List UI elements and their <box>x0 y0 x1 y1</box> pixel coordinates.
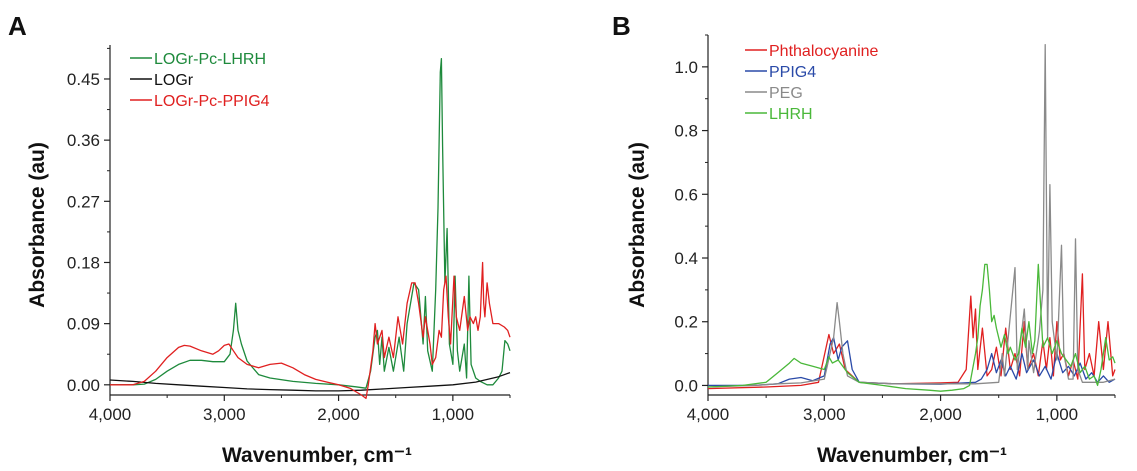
panel-a-x-axis-title: Wavenumber, cm⁻¹ <box>222 444 412 467</box>
panel-a-y-tick-label: 0.27 <box>67 192 100 211</box>
panel-a-y-tick-label: 0.09 <box>67 315 100 334</box>
panel-b-y-tick-label: 0.4 <box>674 249 698 268</box>
panel-a-legend-label: LOGr-Pc-LHRH <box>154 51 266 68</box>
panel-b-legend-label: PPIG4 <box>769 64 816 81</box>
panel-a-y-tick-label: 0.45 <box>67 70 100 89</box>
panel-b-legend-label: LHRH <box>769 106 813 123</box>
panel-a-x-tick-label: 3,000 <box>203 405 246 424</box>
panel-b-y-tick-label: 0.6 <box>674 185 698 204</box>
panel-a-x-tick-label: 4,000 <box>89 405 132 424</box>
panel-a-legend-label: LOGr-Pc-PPIG4 <box>154 93 270 110</box>
panel-b-legend: Phthalocyanine PPIG4 PEG LHRH <box>745 43 879 123</box>
panel-a-series-logr-pc-ppig4 <box>110 261 511 400</box>
panel-a-y-axis-title: Absorbance (au) <box>26 142 49 308</box>
panel-b-y-tick-label: 1.0 <box>674 58 698 77</box>
panel-b-axes: 0.0 0.2 0.4 0.6 0.8 1.0 4,000 3,000 2,000 1,000 <box>674 34 1116 424</box>
panel-a-series-logr <box>109 371 511 392</box>
panel-a-x-tick-label: 1,000 <box>432 405 475 424</box>
panel-a-y-tick-label: 0.00 <box>67 376 100 395</box>
panel-b-x-tick-label: 2,000 <box>919 405 962 424</box>
panel-a-plot-area <box>109 57 511 400</box>
panel-a-x-tick-label: 2,000 <box>317 405 360 424</box>
panel-b-plot-area <box>707 43 1116 392</box>
panel-b-y-axis-title: Absorbance (au) <box>626 142 649 308</box>
panel-a-legend-label: LOGr <box>154 72 194 89</box>
panel-b-y-tick-label: 0.0 <box>674 376 698 395</box>
panel-a-letter: A <box>8 11 27 41</box>
panel-a-y-tick-label: 0.18 <box>67 253 100 272</box>
panel-a-axes: 0.00 0.09 0.18 0.27 0.36 0.45 4,000 3,000 2,000 1… <box>67 45 511 424</box>
panel-b-chart: B Absorbance (au) Wavenumber, cm⁻¹ 0.00.… <box>612 11 1116 467</box>
panel-b-legend-label: PEG <box>769 85 803 102</box>
panel-b-series-peg <box>707 43 1116 388</box>
panel-b-x-tick-label: 3,000 <box>803 405 846 424</box>
panel-b-y-tick-label: 0.8 <box>674 122 698 141</box>
panel-a-series-logr-pc-lhrh <box>110 57 511 389</box>
panel-a-legend: LOGr-Pc-LHRH LOGr LOGr-Pc-PPIG4 <box>130 51 270 110</box>
panel-b-series-ppig4 <box>708 337 1116 387</box>
panel-b-x-tick-label: 4,000 <box>687 405 730 424</box>
panel-b-series-lhrh <box>707 263 1116 392</box>
panel-b-y-tick-label: 0.2 <box>674 313 698 332</box>
panel-b-legend-label: Phthalocyanine <box>769 43 879 60</box>
panel-b-x-tick-label: 1,000 <box>1036 405 1079 424</box>
panel-b-x-axis-title: Wavenumber, cm⁻¹ <box>817 444 1007 467</box>
panel-a-y-tick-label: 0.36 <box>67 131 100 150</box>
panel-b-letter: B <box>612 11 631 41</box>
panel-a-chart: A Absorbance (au) Wavenumber, cm⁻¹ 0.000… <box>8 11 511 467</box>
